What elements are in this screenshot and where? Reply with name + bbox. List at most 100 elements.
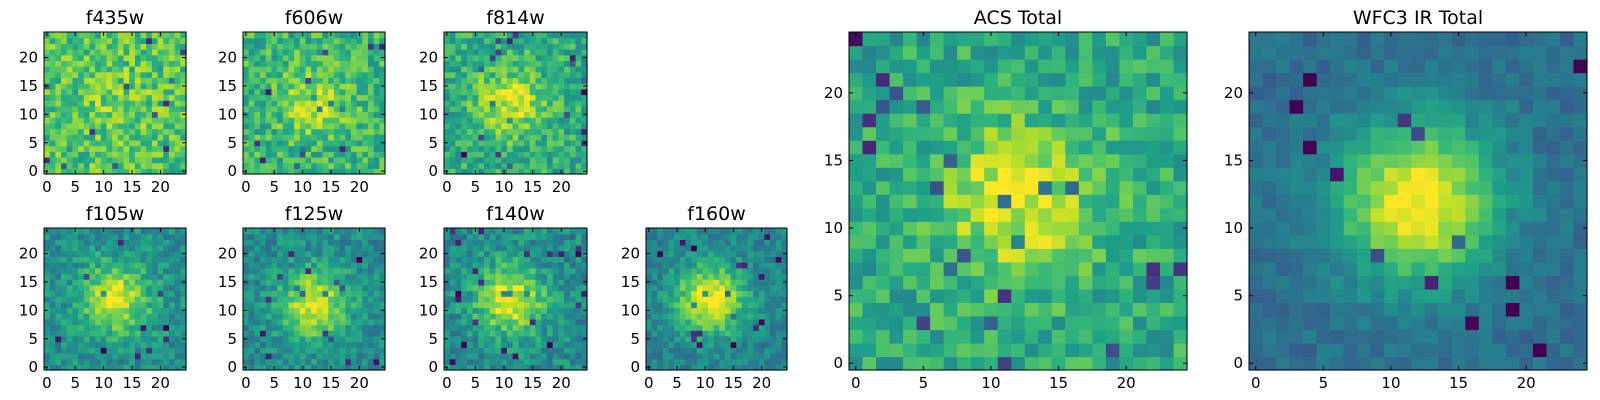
y-tick-label: 10 (218, 301, 237, 319)
heatmap-cell (277, 88, 284, 96)
heatmap-cell (151, 358, 159, 365)
heatmap-cell (546, 335, 554, 343)
heatmap-cell (668, 313, 675, 320)
heatmap-cell (49, 341, 56, 348)
heatmap-cell (1132, 329, 1148, 344)
heatmap-cell (702, 233, 709, 240)
heatmap-cell (764, 335, 771, 343)
heatmap-cell (44, 60, 51, 67)
heatmap-cell (129, 162, 136, 169)
heatmap-cell (78, 145, 85, 152)
heatmap-cell (106, 54, 113, 61)
heatmap-cell (265, 122, 272, 130)
heatmap-cell (72, 330, 79, 337)
heatmap-cell (61, 32, 68, 39)
heatmap-cell (564, 151, 571, 158)
heatmap-cell (489, 111, 497, 118)
heatmap-cell (61, 117, 68, 124)
heatmap-cell (311, 128, 318, 135)
heatmap-cell (339, 358, 346, 365)
heatmap-cell (350, 279, 358, 286)
heatmap-cell (333, 330, 341, 337)
heatmap-cell (1092, 275, 1107, 290)
heatmap-cell (506, 279, 514, 286)
heatmap-cell (316, 71, 324, 79)
heatmap-cell (100, 250, 108, 257)
heatmap-cell (72, 105, 79, 113)
heatmap-cell (1132, 194, 1148, 209)
heatmap-cell (174, 313, 181, 320)
heatmap-cell (328, 290, 335, 297)
heatmap-cell (529, 352, 537, 360)
heatmap-cell (373, 358, 380, 365)
heatmap-cell (305, 279, 312, 286)
heatmap-cell (299, 128, 307, 135)
heatmap-cell (55, 284, 62, 292)
heatmap-cell (764, 364, 771, 371)
heatmap-cell (524, 117, 531, 124)
heatmap-cell (461, 151, 468, 158)
heatmap-cell (506, 162, 514, 169)
heatmap-cell (55, 273, 62, 280)
heatmap-cell (49, 347, 56, 354)
heatmap-cell (66, 256, 73, 263)
heatmap-cell (83, 43, 91, 50)
heatmap-cell (78, 66, 85, 73)
heatmap-cell (294, 256, 301, 263)
heatmap-cell (44, 358, 51, 365)
heatmap-cell (140, 145, 147, 152)
heatmap-cell (248, 250, 255, 257)
heatmap-cell (984, 302, 999, 317)
heatmap-cell (78, 296, 85, 303)
heatmap-cell (662, 347, 670, 354)
heatmap-cell (512, 43, 519, 50)
heatmap-cell (328, 262, 335, 269)
heatmap-cell (157, 347, 164, 354)
heatmap-cell (106, 94, 113, 101)
heatmap-cell (151, 318, 159, 326)
heatmap-cell (575, 347, 582, 354)
heatmap-cell (333, 54, 341, 61)
heatmap-cell (61, 284, 68, 292)
heatmap-cell (367, 262, 375, 269)
heatmap-cell (49, 273, 56, 280)
heatmap-cell (311, 256, 318, 263)
heatmap-cell (288, 262, 295, 269)
heatmap-cell (489, 105, 497, 113)
heatmap-cell (123, 83, 130, 90)
heatmap-cell (575, 330, 582, 337)
heatmap-cell (163, 54, 170, 61)
heatmap-cell (970, 356, 985, 371)
heatmap-cell (943, 275, 958, 290)
heatmap-cell (277, 279, 284, 286)
heatmap-cell (163, 156, 170, 164)
heatmap-cell (134, 341, 142, 348)
heatmap-cell (333, 307, 341, 314)
heatmap-cell (49, 168, 56, 175)
heatmap-cell (356, 100, 363, 107)
heatmap-cell (373, 341, 380, 348)
heatmap-cell (730, 296, 737, 303)
heatmap-cell (356, 94, 363, 101)
heatmap-cell (758, 347, 766, 354)
heatmap-cell (724, 341, 732, 348)
heatmap-cell (455, 100, 462, 107)
heatmap-cell (316, 128, 324, 135)
heatmap-cell (117, 313, 125, 320)
heatmap-cell (535, 330, 542, 337)
heatmap-cell (277, 352, 284, 360)
heatmap-cell (713, 228, 720, 235)
heatmap-cell (512, 347, 519, 354)
heatmap-cell (55, 117, 62, 124)
heatmap-cell (55, 301, 62, 309)
heatmap-cell (345, 66, 352, 73)
heatmap-cell (277, 358, 284, 365)
heatmap-cell (123, 156, 130, 164)
heatmap-cell (83, 37, 91, 44)
heatmap-cell (140, 250, 147, 257)
heatmap-cell (506, 32, 514, 39)
heatmap-cell (282, 105, 290, 113)
heatmap-cell (668, 318, 675, 326)
heatmap-cell (316, 54, 324, 61)
heatmap-cell (575, 273, 582, 280)
